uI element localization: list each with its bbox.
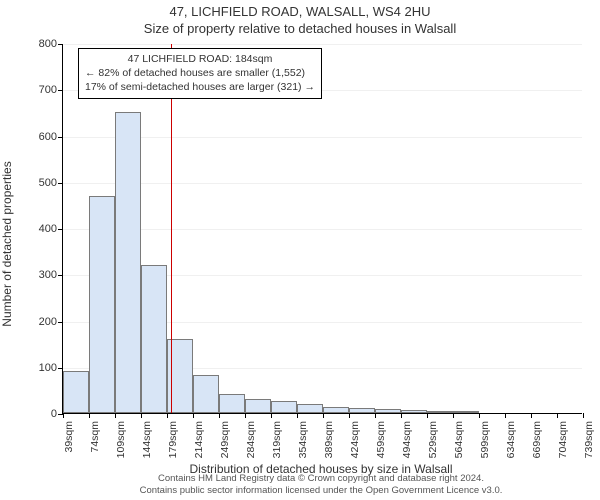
ytick-label: 700 [39,84,63,96]
histogram-bar [349,408,375,413]
xtick-label: 459sqm [375,421,387,458]
xtick-mark [505,413,506,418]
xtick-label: 529sqm [427,421,439,458]
xtick-mark [141,413,142,418]
xtick-label: 74sqm [89,421,101,453]
histogram-bar [453,411,479,413]
xtick-label: 599sqm [479,421,491,458]
histogram-bar [89,196,115,413]
chart-container: 47, LICHFIELD ROAD, WALSALL, WS4 2HU Siz… [0,0,600,500]
histogram-bar [115,112,141,413]
xtick-mark [167,413,168,418]
chart-subtitle: Size of property relative to detached ho… [0,19,600,40]
ytick-label: 400 [39,223,63,235]
xtick-mark [479,413,480,418]
xtick-mark [453,413,454,418]
ytick-label: 300 [39,269,63,281]
xtick-label: 214sqm [193,421,205,458]
histogram-bar [193,375,219,413]
xtick-mark [193,413,194,418]
xtick-label: 669sqm [531,421,543,458]
xtick-mark [63,413,64,418]
xtick-mark [375,413,376,418]
annotation-line-2: ← 82% of detached houses are smaller (1,… [85,66,315,80]
reference-line [171,44,172,413]
xtick-label: 284sqm [245,421,257,458]
xtick-label: 354sqm [297,421,309,458]
histogram-bar [141,265,167,413]
annotation-line-3: 17% of semi-detached houses are larger (… [85,80,315,94]
xtick-label: 424sqm [349,421,361,458]
xtick-mark [271,413,272,418]
annotation-box: 47 LICHFIELD ROAD: 184sqm ← 82% of detac… [78,48,322,99]
xtick-label: 319sqm [271,421,283,458]
xtick-label: 179sqm [167,421,179,458]
histogram-bar [271,401,297,413]
chart-title: 47, LICHFIELD ROAD, WALSALL, WS4 2HU [0,0,600,19]
footer-line-2: Contains public sector information licen… [60,485,582,497]
xtick-label: 494sqm [401,421,413,458]
ytick-label: 200 [39,316,63,328]
xtick-label: 109sqm [115,421,127,458]
xtick-mark [349,413,350,418]
xtick-mark [401,413,402,418]
ytick-label: 800 [39,38,63,50]
ytick-label: 100 [39,362,63,374]
xtick-label: 739sqm [583,421,595,458]
xtick-label: 144sqm [141,421,153,458]
xtick-mark [245,413,246,418]
plot-area: 010020030040050060070080039sqm74sqm109sq… [62,44,582,414]
y-axis-title: Number of detached properties [0,161,14,338]
histogram-bar [375,409,401,413]
xtick-label: 389sqm [323,421,335,458]
histogram-bar [401,410,427,413]
histogram-bar [323,407,349,413]
ytick-label: 600 [39,131,63,143]
footer-line-1: Contains HM Land Registry data © Crown c… [60,473,582,485]
ytick-label: 0 [51,408,63,420]
xtick-mark [89,413,90,418]
xtick-mark [557,413,558,418]
xtick-label: 39sqm [63,421,75,453]
xtick-mark [427,413,428,418]
histogram-bar [245,399,271,413]
xtick-mark [583,413,584,418]
annotation-line-1: 47 LICHFIELD ROAD: 184sqm [85,52,315,66]
xtick-mark [219,413,220,418]
xtick-label: 634sqm [505,421,517,458]
xtick-label: 249sqm [219,421,231,458]
xtick-label: 564sqm [453,421,465,458]
histogram-bar [297,404,323,413]
footer-attribution: Contains HM Land Registry data © Crown c… [60,473,582,497]
xtick-mark [297,413,298,418]
xtick-mark [115,413,116,418]
ytick-label: 500 [39,177,63,189]
xtick-mark [531,413,532,418]
histogram-bar [63,371,89,413]
histogram-bar [219,394,245,413]
xtick-label: 704sqm [557,421,569,458]
gridline-h [63,44,582,45]
xtick-mark [323,413,324,418]
histogram-bar [427,411,453,413]
